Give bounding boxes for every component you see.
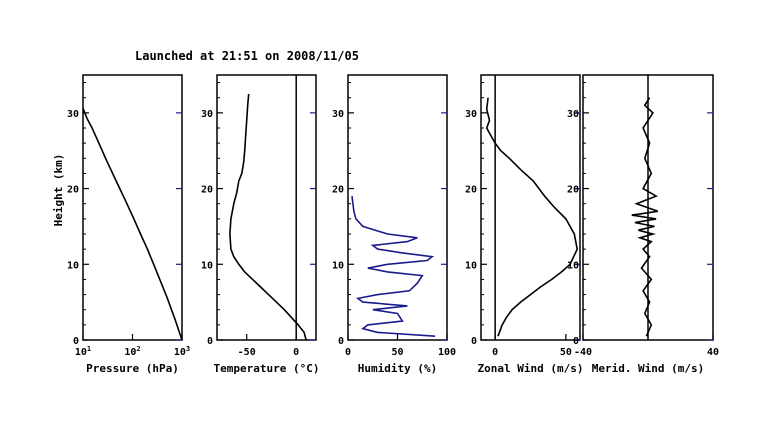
x-axis-label: Temperature (°C)	[214, 362, 320, 375]
x-tick-label: 100	[438, 347, 456, 358]
y-tick-label: 0	[73, 336, 79, 347]
x-axis-label: Merid. Wind (m/s)	[592, 362, 705, 375]
y-tick-label: 20	[465, 185, 477, 196]
y-tick-label: 10	[465, 260, 477, 271]
panels: 0 10 20 30 101 102 103 Pressure (hPa) 0 10 20 30 -50…	[67, 74, 719, 375]
y-tick-label: 0	[207, 336, 213, 347]
x-tick-label: 103	[174, 345, 190, 358]
panel-frame	[82, 74, 183, 341]
y-tick-label: 20	[567, 185, 579, 196]
x-tick-label: 50	[560, 347, 572, 358]
x-tick-label: 102	[124, 345, 140, 358]
y-tick-label: 0	[338, 336, 344, 347]
x-tick-label: 0	[492, 347, 498, 358]
y-tick-label: 10	[567, 260, 579, 271]
y-tick-label: 10	[332, 260, 344, 271]
panel-2: 0 10 20 30 -50 0 Temperature (°C)	[201, 74, 320, 375]
y-tick-label: 0	[573, 336, 579, 347]
figure-title: Launched at 21:51 on 2008/11/05	[135, 49, 359, 63]
x-tick-label: 40	[707, 347, 719, 358]
y-tick-label: 30	[465, 109, 477, 120]
x-tick-label: 101	[75, 345, 91, 358]
x-axis-label: Pressure (hPa)	[86, 362, 179, 375]
series-line	[82, 108, 183, 341]
panel-frame	[480, 74, 581, 341]
y-tick-label: 30	[201, 109, 213, 120]
series-line	[351, 196, 436, 337]
x-axis-label: Humidity (%)	[358, 362, 437, 375]
x-tick-label: 50	[391, 347, 403, 358]
x-axis-label: Zonal Wind (m/s)	[478, 362, 584, 375]
y-tick-label: 20	[332, 185, 344, 196]
x-tick-label: -40	[574, 347, 592, 358]
x-tick-label: 0	[345, 347, 351, 358]
x-tick-label: 0	[293, 347, 299, 358]
panel-frame	[347, 74, 448, 341]
y-tick-label: 20	[201, 185, 213, 196]
y-axis-label: Height (km)	[52, 154, 65, 227]
panel-1: 0 10 20 30 101 102 103 Pressure (hPa)	[67, 74, 190, 375]
y-tick-label: 30	[567, 109, 579, 120]
series-line	[485, 97, 579, 337]
y-tick-label: 10	[201, 260, 213, 271]
y-tick-label: 20	[67, 185, 79, 196]
x-tick-label: -50	[238, 347, 256, 358]
series-line	[229, 93, 307, 341]
y-tick-label: 0	[471, 336, 477, 347]
y-tick-label: 30	[67, 109, 79, 120]
panel-frame	[216, 74, 317, 341]
y-tick-label: 10	[67, 260, 79, 271]
series-line	[631, 97, 659, 337]
y-tick-label: 30	[332, 109, 344, 120]
